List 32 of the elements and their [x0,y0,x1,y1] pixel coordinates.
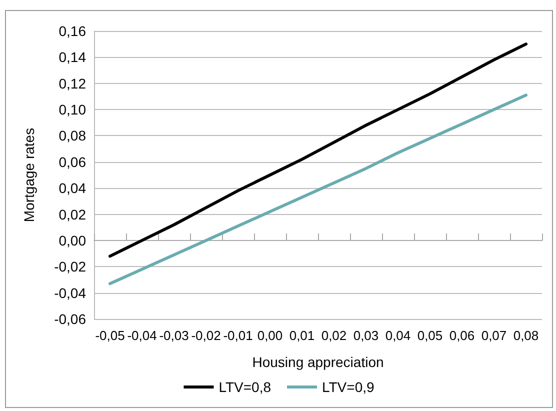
y-axis-title: Mortgage rates [21,128,37,222]
legend-label: LTV=0,9 [322,379,374,395]
y-tick-label: 0,00 [58,232,86,248]
x-tick-label: 0,07 [481,328,507,343]
x-tick-label: 0,08 [513,328,539,343]
y-tick-label: 0,08 [58,128,86,144]
x-tick-label: -0,01 [223,328,253,343]
y-tick-label: 0,14 [58,49,86,66]
x-tick-label: -0,03 [159,328,189,343]
x-tick-label: 0,02 [321,328,347,343]
x-axis-title: Housing appreciation [252,354,384,370]
y-tick-label: -0,02 [54,258,86,275]
line-series [108,94,528,286]
x-tick-label: 0,04 [385,328,411,343]
y-tick-label: 0,04 [58,180,86,196]
x-tick-label: 0,05 [417,328,443,343]
x-tick-label: -0,04 [127,328,157,343]
x-tick-label: 0,03 [353,328,379,343]
x-tick-label: 0,00 [257,328,283,343]
x-tick-label: 0,06 [449,328,475,343]
y-tick-label: 0,16 [58,23,86,39]
y-tick-label: 0,02 [58,206,86,222]
y-tick-label: 0,12 [58,75,86,92]
line-series [108,42,528,258]
legend-label: LTV=0,8 [218,379,272,395]
x-tick-label: 0,01 [289,328,315,343]
x-tick-label: -0,05 [95,328,125,343]
y-tick-label: 0,10 [58,102,86,118]
y-tick-label: -0,06 [54,311,86,327]
y-tick-label: -0,04 [54,284,86,301]
x-tick-label: -0,02 [191,328,221,343]
y-tick-label: 0,06 [58,154,86,170]
